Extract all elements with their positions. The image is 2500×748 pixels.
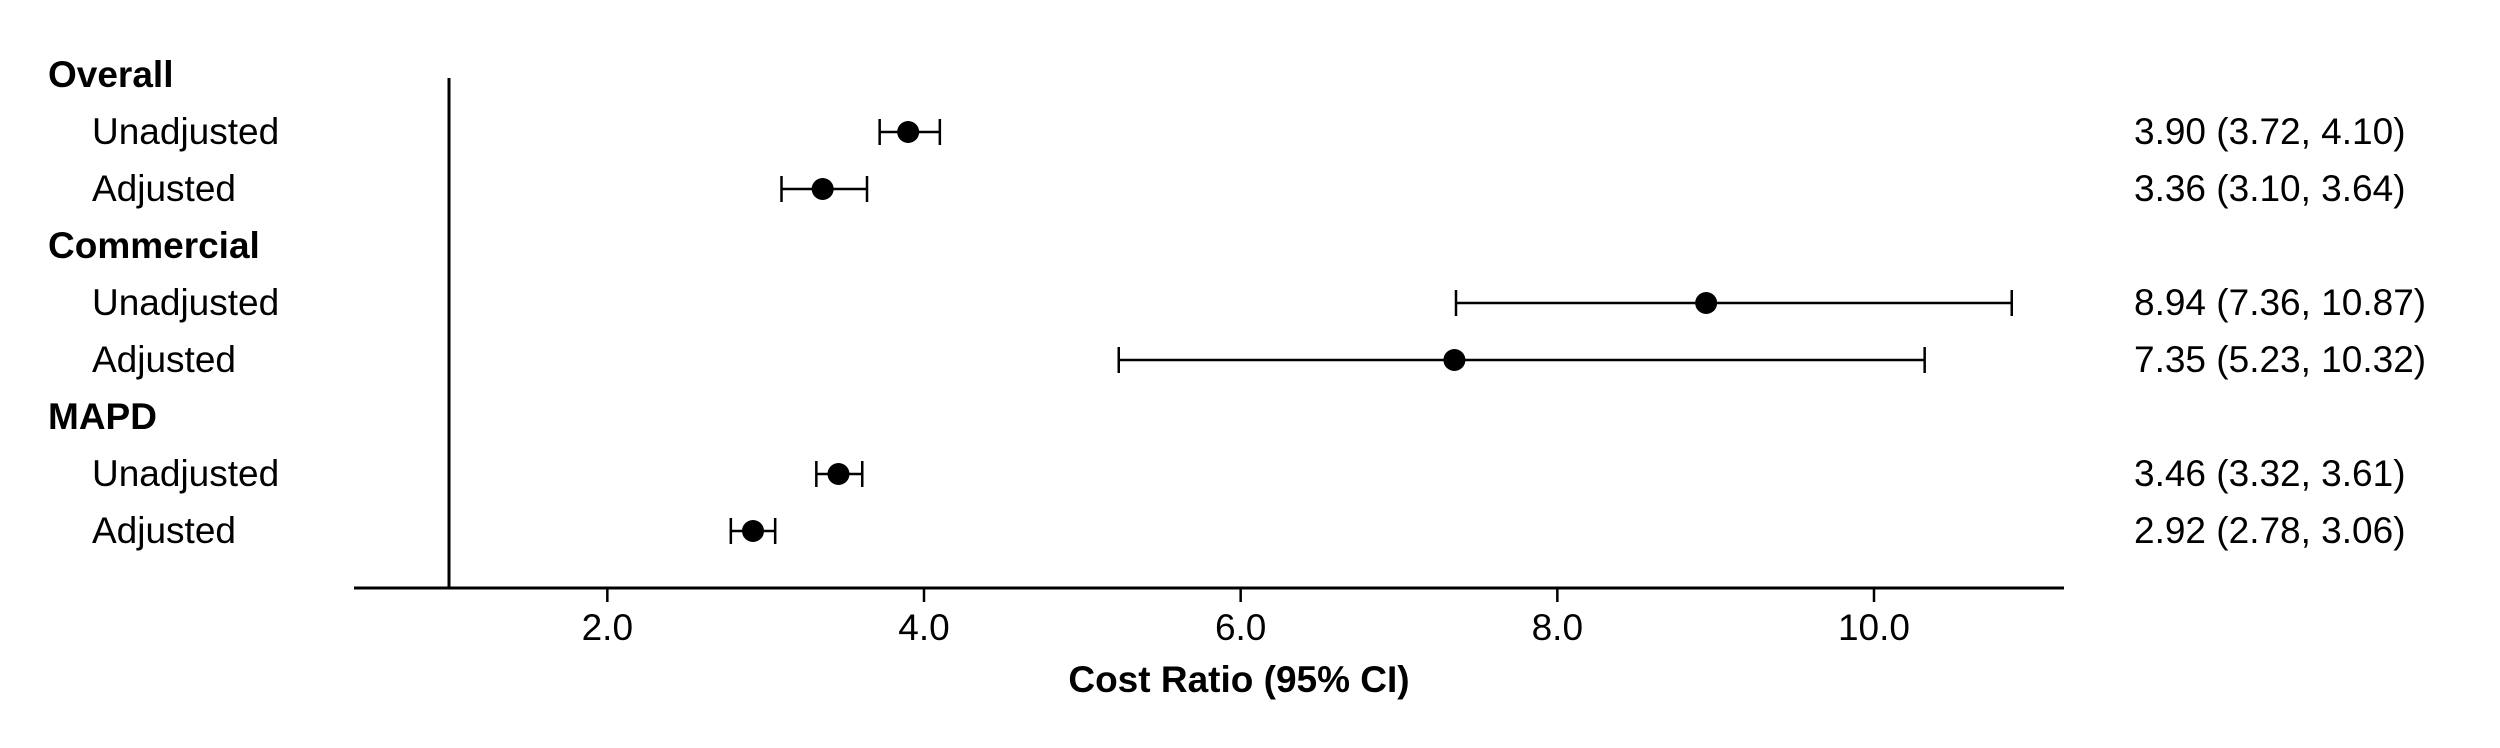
x-axis-ticks: 2.0 4.0 6.0 8.0 10.0 [582, 588, 1910, 648]
x-tick-label: 4.0 [898, 607, 949, 648]
x-tick-label: 2.0 [582, 607, 633, 648]
group-label: MAPD [48, 396, 157, 437]
point-estimate [1695, 292, 1718, 314]
group-label: Commercial [48, 225, 260, 266]
forest-row: Adjusted 7.35 (5.23, 10.32) [92, 339, 2426, 380]
group-label: Overall [48, 54, 173, 95]
forest-row: Adjusted 3.36 (3.10, 3.64) [92, 168, 2406, 209]
forest-row: Unadjusted 3.90 (3.72, 4.10) [92, 111, 2406, 152]
row-label: Adjusted [92, 168, 236, 209]
point-estimate [897, 121, 920, 143]
row-label: Unadjusted [92, 453, 279, 494]
row-label: Unadjusted [92, 282, 279, 323]
estimate-text: 2.92 (2.78, 3.06) [2134, 510, 2406, 551]
estimate-text: 7.35 (5.23, 10.32) [2134, 339, 2426, 380]
estimate-text: 8.94 (7.36, 10.87) [2134, 282, 2426, 323]
row-label: Adjusted [92, 339, 236, 380]
point-estimate [1443, 349, 1466, 371]
point-estimate [742, 520, 764, 542]
x-tick-label: 10.0 [1838, 607, 1910, 648]
row-label: Unadjusted [92, 111, 279, 152]
x-axis-label: Cost Ratio (95% CI) [1068, 659, 1409, 700]
estimate-text: 3.46 (3.32, 3.61) [2134, 453, 2406, 494]
forest-row: Unadjusted 3.46 (3.32, 3.61) [92, 453, 2406, 494]
x-tick-label: 8.0 [1532, 607, 1583, 648]
point-estimate [827, 463, 850, 485]
row-label: Adjusted [92, 510, 236, 551]
x-tick-label: 6.0 [1215, 607, 1266, 648]
point-estimate [811, 178, 834, 200]
forest-row: Adjusted 2.92 (2.78, 3.06) [92, 510, 2406, 551]
forest-row: Unadjusted 8.94 (7.36, 10.87) [92, 282, 2426, 323]
estimate-text: 3.90 (3.72, 4.10) [2134, 111, 2406, 152]
forest-rows: Overall Unadjusted 3.90 (3.72, 4.10) Adjust… [48, 54, 2426, 551]
estimate-text: 3.36 (3.10, 3.64) [2134, 168, 2406, 209]
